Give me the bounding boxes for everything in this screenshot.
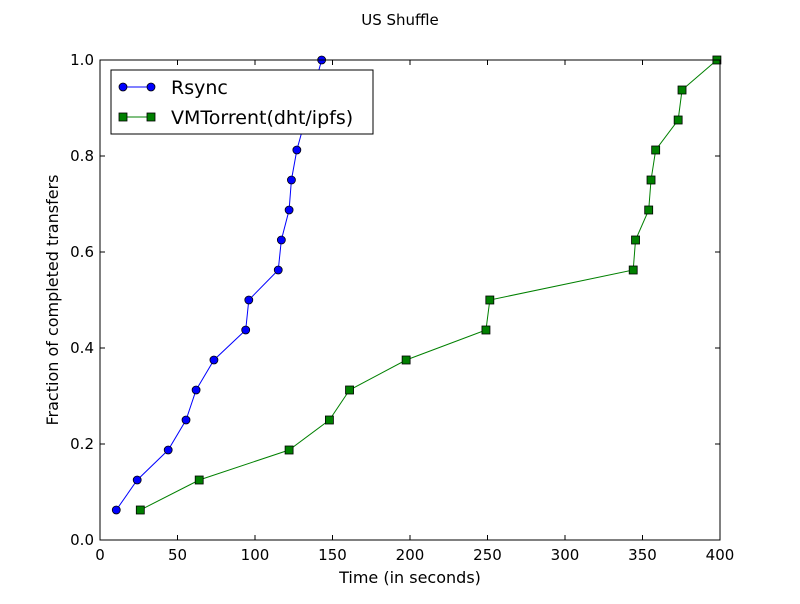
x-tick-label-1: 50 [168,546,187,564]
legend-label-0: Rsync [171,77,228,99]
data-point-1-8 [628,265,638,275]
data-point-0-9 [276,235,286,245]
data-point-1-0 [135,505,145,515]
y-tick-label-4: 0.8 [70,147,94,165]
data-point-0-6 [241,325,251,335]
data-point-0-8 [273,265,283,275]
data-point-1-14 [677,85,687,95]
legend-marker-1-0 [118,112,128,122]
y-tick-label-1: 0.2 [70,435,94,453]
data-point-1-13 [673,115,683,125]
series-line-0 [115,59,323,511]
data-point-0-0 [111,505,121,515]
y-axis-label: Fraction of completed transfers [43,175,62,426]
legend-marker-0-0 [118,82,128,92]
y-tick-label-5: 1.0 [70,51,94,69]
data-point-1-9 [631,235,640,245]
data-point-0-2 [163,445,173,455]
y-tick-label-0: 0.0 [70,531,94,549]
x-tick-label-4: 200 [396,546,425,564]
legend-box [110,69,374,135]
data-point-0-12 [292,145,302,155]
data-point-1-7 [485,295,495,305]
data-point-1-4 [345,385,354,395]
legend-marker-1-1 [146,112,156,122]
data-point-1-11 [646,175,656,185]
x-tick-label-5: 250 [473,546,502,564]
data-point-1-3 [324,415,334,425]
legend: Rsync VMTorrent(dht/ipfs) [110,69,374,135]
data-point-0-4 [191,385,201,395]
data-point-1-6 [481,325,491,335]
chart-title: US Shuffle [361,11,439,29]
data-point-1-12 [651,145,661,155]
axis-ticks: 0 50 100 150 200 250 300 350 400 0.0 0.2 0.4 0.6 0.8 1… [70,51,734,564]
x-tick-label-3: 150 [318,546,347,564]
series-line-1 [140,59,718,511]
data-point-0-5 [209,355,219,365]
x-tick-label-6: 300 [551,546,580,564]
data-point-1-2 [284,445,294,455]
x-tick-label-2: 100 [241,546,270,564]
x-tick-label-8: 400 [706,546,735,564]
legend-marker-0-1 [146,82,156,92]
data-point-0-10 [284,205,294,215]
data-point-0-3 [181,415,191,425]
y-tick-label-3: 0.6 [70,243,94,261]
legend-label-1: VMTorrent(dht/ipfs) [171,107,353,129]
x-tick-label-0: 0 [95,546,105,564]
data-point-1-5 [401,355,411,365]
data-point-0-1 [132,475,142,485]
data-point-1-1 [194,475,204,485]
x-axis-label: Time (in seconds) [338,568,481,587]
data-point-0-7 [244,295,254,305]
data-point-1-10 [644,205,654,215]
y-tick-label-2: 0.4 [70,339,94,357]
data-point-0-11 [287,175,296,185]
plot-area [111,55,722,515]
x-tick-label-7: 350 [628,546,657,564]
